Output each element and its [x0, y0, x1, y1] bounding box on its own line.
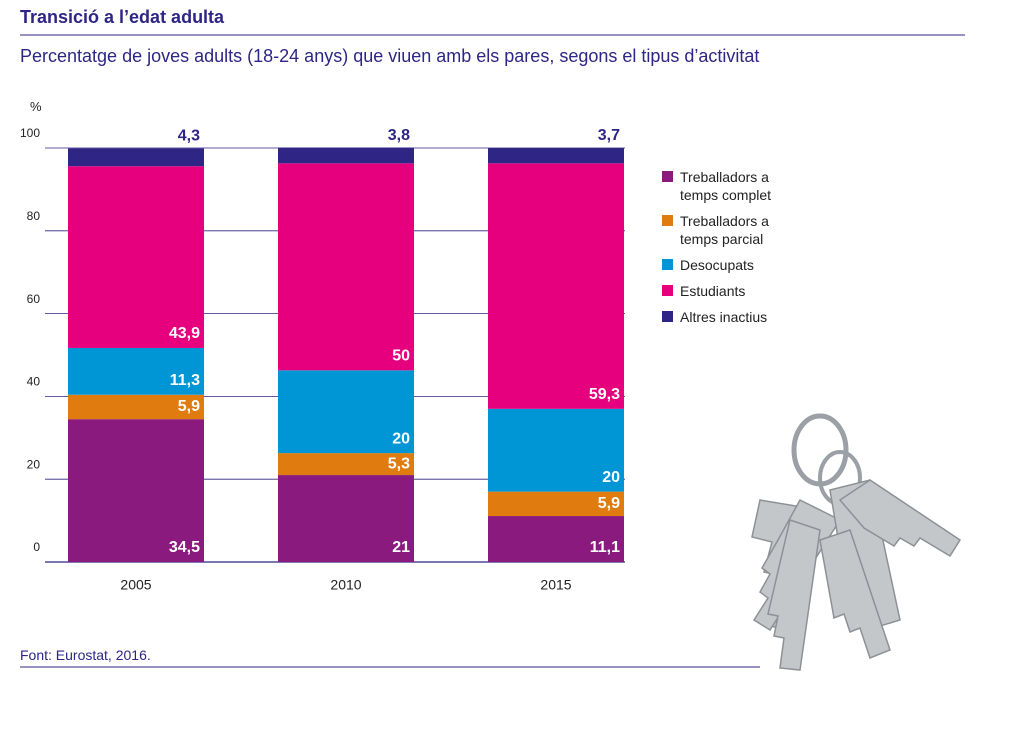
value-label: 4,3 — [178, 128, 200, 145]
y-tick-label: 100 — [20, 126, 40, 140]
legend-item: Treballadors a temps parcial — [662, 212, 812, 248]
legend-swatch — [662, 311, 673, 322]
x-tick-label: 2010 — [330, 577, 361, 593]
bar-segment — [488, 408, 624, 492]
legend-swatch — [662, 171, 673, 182]
legend-swatch — [662, 215, 673, 226]
bar-segment — [68, 419, 204, 562]
bar-segment — [488, 491, 624, 517]
value-label: 50 — [392, 348, 410, 365]
bar-segment — [278, 147, 414, 164]
x-tick-label: 2015 — [540, 577, 571, 593]
y-tick-label: 0 — [33, 540, 40, 554]
y-axis-label: % — [30, 99, 42, 114]
y-tick-label: 80 — [27, 209, 41, 223]
legend-swatch — [662, 285, 673, 296]
x-tick-label: 2005 — [120, 577, 151, 593]
bar-segment — [278, 370, 414, 454]
legend-label: Treballadors a temps complet — [680, 169, 772, 203]
y-tick-label: 40 — [27, 375, 41, 389]
value-label: 34,5 — [169, 539, 200, 556]
bar-segment — [488, 148, 624, 164]
bar-segment — [278, 163, 414, 371]
keys-illustration — [751, 413, 962, 671]
legend-label: Desocupats — [680, 257, 754, 273]
y-tick-label: 20 — [27, 457, 41, 471]
legend-label: Treballadors a temps parcial — [680, 213, 769, 247]
legend: Treballadors a temps complet Treballadors… — [662, 168, 812, 334]
legend-label: Altres inactius — [680, 309, 768, 325]
value-label: 20 — [392, 430, 410, 447]
bar-segment — [488, 516, 624, 562]
bar-segment — [68, 166, 204, 348]
bar-segment — [278, 453, 414, 476]
legend-item: Estudiants — [662, 282, 812, 300]
bar-segment — [488, 163, 624, 409]
value-label: 5,9 — [598, 495, 620, 512]
value-label: 20 — [602, 469, 620, 486]
value-label: 5,3 — [388, 455, 410, 472]
bar-segment — [278, 475, 414, 562]
legend-item: Desocupats — [662, 256, 812, 274]
value-label: 3,7 — [598, 127, 620, 144]
legend-label: Estudiants — [680, 283, 746, 299]
value-label: 43,9 — [169, 325, 200, 342]
chart-title: Transició a l’edat adulta — [20, 7, 225, 27]
y-tick-label: 60 — [27, 292, 41, 306]
source: Font: Eurostat, 2016. — [20, 647, 151, 663]
value-label: 21 — [392, 539, 410, 556]
legend-item: Treballadors a temps complet — [662, 168, 812, 204]
legend-item: Altres inactius — [662, 308, 812, 326]
bar-segment — [68, 394, 204, 420]
bar-segment — [68, 148, 204, 167]
value-label: 3,8 — [388, 127, 410, 144]
bar-segment — [68, 347, 204, 395]
value-label: 59,3 — [589, 386, 620, 403]
chart-subtitle: Percentatge de joves adults (18-24 anys)… — [20, 46, 760, 66]
value-label: 11,3 — [170, 372, 200, 389]
value-label: 11,1 — [590, 539, 620, 556]
value-label: 5,9 — [178, 398, 200, 415]
legend-swatch — [662, 259, 673, 270]
